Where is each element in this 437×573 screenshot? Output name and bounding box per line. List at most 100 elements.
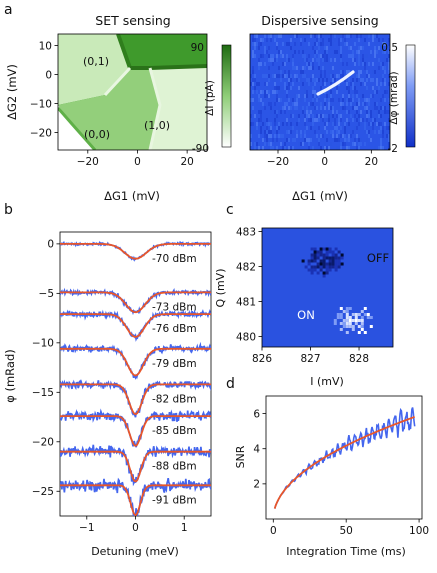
noise-pixel [274,90,276,94]
noise-pixel [306,138,308,142]
noise-pixel [302,142,304,146]
noise-pixel [288,110,290,114]
noise-pixel [332,34,334,38]
noise-pixel [304,122,306,126]
noise-pixel [258,134,260,138]
cluster-pixel-off [334,268,338,272]
cluster-pixel-off [325,250,329,254]
noise-pixel [304,86,306,90]
noise-pixel [268,130,270,134]
noise-pixel [294,106,296,110]
noise-pixel [252,78,254,82]
noise-pixel [280,142,282,146]
noise-pixel [324,66,326,70]
noise-pixel [306,78,308,82]
noise-pixel [320,134,322,138]
noise-pixel [312,86,314,90]
noise-pixel [338,82,340,86]
noise-pixel [314,82,316,86]
noise-pixel [308,54,310,58]
noise-pixel [380,114,382,118]
noise-pixel [384,98,386,102]
set-colorbar [221,44,232,148]
noise-pixel [376,34,378,38]
noise-pixel [322,38,324,42]
noise-pixel [316,114,318,118]
noise-pixel [324,82,326,86]
cluster-pixel-off [316,253,320,257]
cluster-pixel-on [363,313,367,316]
noise-pixel [360,138,362,142]
noise-pixel [264,106,266,110]
panel-c-iq-histogram: OFF ON 826 827 828 480 481 482 483 Q (mV) I (m… [214,226,394,388]
noise-pixel [292,62,294,66]
noise-pixel [374,42,376,46]
trace-data--88dBm [60,444,211,487]
noise-pixel [356,102,358,106]
noise-pixel [378,146,380,150]
noise-pixel [338,38,340,42]
noise-pixel [326,78,328,82]
noise-pixel [384,42,386,46]
x-tick-label: 0 [270,525,277,537]
noise-pixel [292,82,294,86]
noise-pixel [354,42,356,46]
noise-pixel [344,106,346,110]
noise-pixel [256,46,258,50]
noise-pixel [288,34,290,38]
cluster-pixel-off [331,259,335,263]
noise-pixel [368,130,370,134]
set-transition-line-2 [116,34,132,69]
cluster-pixel-on [339,328,343,331]
noise-pixel [272,146,274,150]
noise-pixel [384,66,386,70]
noise-pixel [338,42,340,46]
noise-pixel [378,86,380,90]
noise-pixel [332,98,334,102]
noise-pixel [252,90,254,94]
cluster-pixel-off [316,262,320,266]
noise-pixel [250,142,252,146]
noise-pixel [350,98,352,102]
noise-pixel [364,82,366,86]
noise-pixel [308,110,310,114]
noise-pixel [384,106,386,110]
noise-pixel [312,110,314,114]
noise-pixel [368,102,370,106]
noise-pixel [268,78,270,82]
noise-pixel [362,58,364,62]
noise-pixel [346,62,348,66]
noise-pixel [300,98,302,102]
noise-pixel [258,62,260,66]
noise-pixel [374,118,376,122]
noise-pixel [274,122,276,126]
cluster-pixel-off [340,256,344,260]
noise-pixel [366,110,368,114]
noise-pixel [272,54,274,58]
noise-pixel [324,62,326,66]
noise-pixel [260,110,262,114]
noise-pixel [280,110,282,114]
noise-pixel [290,110,292,114]
noise-pixel [300,78,302,82]
noise-pixel [324,54,326,58]
noise-pixel [342,34,344,38]
cluster-pixel-off [325,253,329,257]
cluster-pixel-off [310,268,314,272]
noise-pixel [288,82,290,86]
cluster-pixel-off [325,256,329,260]
noise-pixel [330,142,332,146]
power-label: -76 dBm [152,323,197,335]
iq-ylabel: Q (mV) [214,269,227,308]
noise-pixel [306,46,308,50]
noise-pixel [268,66,270,70]
noise-pixel [330,58,332,62]
noise-pixel [326,118,328,122]
noise-pixel [260,126,262,130]
noise-pixel [376,82,378,86]
noise-pixel [326,54,328,58]
cluster-pixel-off [331,250,335,254]
noise-pixel [360,142,362,146]
noise-pixel [386,130,388,134]
iq-label-on: ON [297,308,315,322]
